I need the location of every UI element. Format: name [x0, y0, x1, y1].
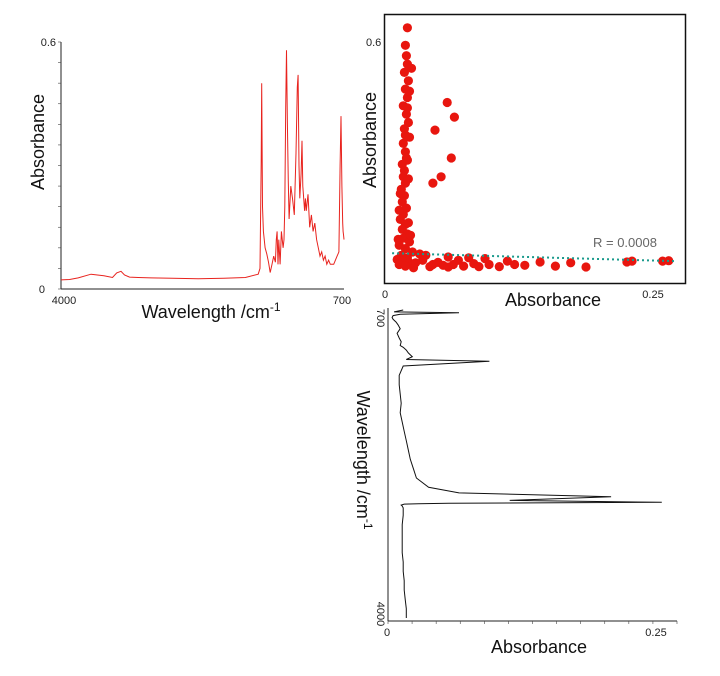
scatter-point — [474, 262, 484, 272]
scatter-y-tick: 0.6 — [366, 37, 381, 49]
scatter-point — [520, 260, 530, 270]
scatter-point — [566, 258, 576, 268]
spectrum-rotated-x-tick-left: 0 — [384, 627, 390, 639]
spectrum-top-x-axis-title: Wavelength /cm-1 — [141, 300, 280, 322]
spectrum-rotated-y-axis-title-text: Wavelength /cm — [353, 390, 373, 518]
scatter-point — [394, 205, 404, 215]
scatter-trendline — [392, 252, 675, 263]
spectrum-rotated-minor-ticks — [387, 621, 678, 624]
spectrum-rotated-chart: 700 4000 0 0.25 Wavelength /cm-1 Absorba… — [353, 308, 678, 657]
scatter-point — [446, 153, 456, 163]
scatter-x-tick-left: 0 — [382, 289, 388, 301]
scatter-points — [392, 23, 674, 273]
spectrum-rotated-y-axis-title: Wavelength /cm-1 — [353, 390, 375, 529]
scatter-point — [494, 262, 504, 272]
scatter-point — [430, 125, 440, 135]
scatter-point — [421, 250, 431, 260]
scatter-point — [449, 112, 459, 122]
scatter-point — [627, 256, 637, 266]
scatter-point — [581, 262, 591, 272]
spectrum-rotated-x-axis-title: Absorbance — [491, 637, 587, 657]
scatter-point — [509, 259, 520, 270]
spectrum-rotated-y-axis-title-sup: -1 — [361, 519, 375, 530]
spectrum-top-y-tick-top: 0.6 — [41, 37, 56, 49]
scatter-point — [403, 76, 413, 86]
scatter-point — [428, 259, 438, 270]
scatter-point — [403, 218, 413, 228]
scatter-point — [403, 174, 413, 184]
spectrum-top-x-tick-right: 700 — [333, 295, 351, 307]
correlation-scatter-chart: R = 0.0008 0.6 0 0.25 Absorbance Absorba… — [360, 13, 687, 310]
scatter-point — [395, 188, 405, 199]
scatter-point — [406, 63, 417, 73]
scatter-point — [400, 40, 410, 50]
scatter-point — [400, 244, 410, 254]
scatter-point — [402, 155, 412, 165]
scatter-point — [442, 97, 452, 108]
scatter-point — [411, 258, 421, 268]
scatter-point — [459, 261, 469, 271]
scatter-frame — [383, 13, 687, 285]
spectrum-top-x-axis-title-sup: -1 — [270, 300, 281, 314]
spectrum-rotated-x-tick-right: 0.25 — [645, 627, 666, 639]
scatter-point — [404, 132, 415, 142]
spectrum-top-y-axis-title: Absorbance — [28, 94, 48, 190]
spectrum-top-series-line — [60, 50, 345, 281]
scatter-point — [535, 257, 545, 267]
scatter-point — [400, 261, 410, 271]
scatter-point — [484, 259, 494, 270]
scatter-y-axis-title: Absorbance — [360, 92, 380, 188]
spectrum-rotated-y-tick-bottom: 4000 — [374, 602, 386, 626]
scatter-r-annotation: R = 0.0008 — [593, 235, 657, 250]
spectrum-top-x-axis-title-text: Wavelength /cm — [141, 302, 269, 322]
spectrum-rotated-y-tick-top: 700 — [374, 309, 386, 327]
scatter-point — [502, 256, 512, 266]
scatter-point — [393, 234, 403, 244]
scatter-point — [402, 23, 412, 33]
spectrum-top-minor-ticks — [58, 41, 61, 290]
spectrum-top-chart: 0.6 0 4000 700 Absorbance Wavelength /cm… — [28, 37, 351, 322]
scatter-point — [443, 252, 453, 262]
scatter-point — [443, 262, 453, 272]
scatter-point — [401, 51, 411, 61]
scatter-point — [436, 172, 446, 182]
scatter-x-tick-right: 0.25 — [642, 289, 663, 301]
spectrum-top-x-tick-left: 4000 — [52, 295, 76, 307]
scatter-point — [428, 178, 438, 188]
scatter-point — [550, 261, 561, 271]
scatter-point — [404, 86, 415, 96]
scatter-point — [402, 103, 412, 113]
scatter-x-axis-title: Absorbance — [505, 290, 601, 310]
spectrum-top-y-tick-bottom: 0 — [39, 284, 45, 296]
scatter-point — [399, 67, 409, 77]
spectrum-rotated-series-line — [391, 309, 662, 618]
scatter-point — [398, 138, 408, 148]
scatter-point — [405, 230, 416, 240]
